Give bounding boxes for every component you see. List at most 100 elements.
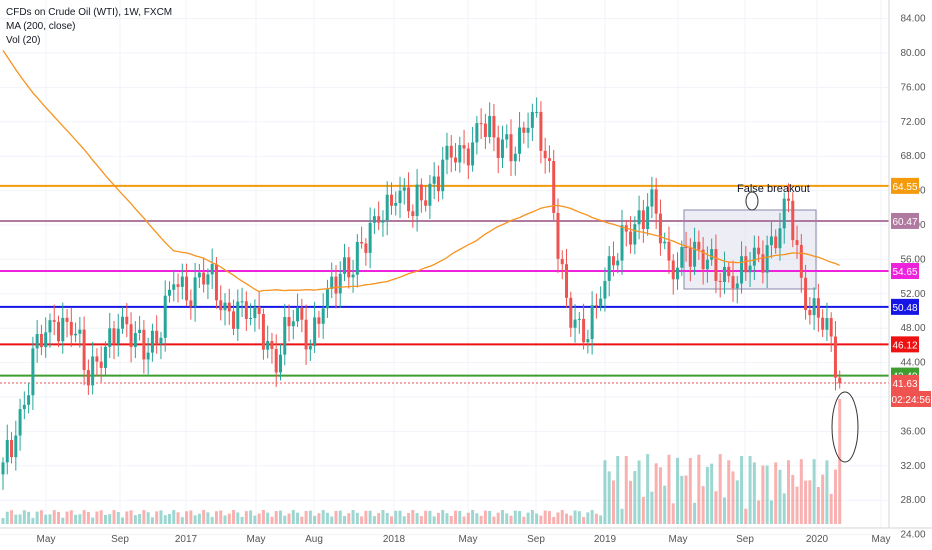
volume-bar [185,511,189,524]
candle-body [680,246,684,268]
candle-body [304,319,308,350]
volume-bar [48,514,52,524]
volume-bar [74,514,78,524]
volume-bar [620,508,624,524]
candle-body [103,346,107,368]
candle-body [155,330,159,345]
volume-bar [159,510,163,524]
volume-bar [535,513,539,524]
volume-bar [82,510,86,524]
volume-bar [710,463,714,524]
candle-body [676,267,680,280]
volume-bar [52,510,56,524]
candle-body [616,260,620,266]
volume-bar [671,503,675,524]
candle-body [722,266,726,283]
price-tick-label: 28.00 [900,495,925,506]
volume-bar [475,513,479,524]
volume-bar [304,510,308,524]
volume-bar [816,487,820,524]
volume-bar [530,510,534,524]
volume-bar [138,513,142,524]
candle-body [684,246,688,248]
volume-bar [5,511,9,524]
volume-bar [500,510,504,524]
chart-legend: CFDs on Crude Oil (WTI), 1W, FXCM MA (20… [6,6,172,48]
volume-bar [799,459,803,524]
volume-bar [436,512,440,524]
candle-body [479,123,483,125]
candle-body [86,370,90,386]
volume-bar [296,512,300,524]
candle-body [424,200,428,206]
candle-body [56,321,60,342]
candle-body [91,356,95,386]
volume-bar [804,480,808,524]
candle-body [500,139,504,158]
candle-body [206,274,210,285]
ma-indicator-label[interactable]: MA (200, close) [6,21,76,32]
volume-bar [821,474,825,524]
volume-bar [483,510,487,524]
candle-body [586,339,590,343]
volume-bar [633,470,637,524]
volume-bar [547,511,551,524]
volume-bar [432,516,436,524]
volume-bar [116,512,120,524]
candle-body [599,298,603,306]
candle-body [330,276,334,289]
candle-body [189,300,193,307]
candle-body [133,333,137,348]
volume-bar [522,516,526,524]
volume-bar [129,510,133,524]
volume-bar [778,469,782,524]
volume-bar [35,511,39,524]
candle-body [121,316,125,329]
candle-body [321,308,325,324]
candle-body [565,264,569,298]
candle-body [69,321,73,336]
candle-body [278,354,282,373]
volume-bar [466,512,470,524]
candle-body [782,198,786,229]
volume-bar [56,511,60,524]
volume-bar [680,475,684,524]
volume-bar [31,517,35,524]
candle-body [108,328,112,347]
volume-bar [343,515,347,524]
volume-bar [291,510,295,524]
candle-body [522,127,526,133]
volume-bar [214,511,218,524]
candle-body [283,317,287,355]
volume-bar [419,516,423,524]
candle-body [18,409,22,436]
candle-body [816,298,820,318]
candle-body [671,260,675,280]
volume-bar [577,511,581,524]
volume-bar [757,500,761,524]
price-tick-label: 80.00 [900,48,925,59]
volume-bar [317,513,321,524]
candle-body [249,318,253,320]
symbol-title[interactable]: CFDs on Crude Oil (WTI), 1W, FXCM [6,7,173,18]
candlesticks [1,97,842,490]
candle-body [99,361,103,368]
volume-bar [428,510,432,524]
time-tick-label: 2018 [383,534,406,545]
volume-bar [334,510,338,524]
candle-body [74,333,78,336]
volume-bar [22,510,26,524]
volume-bar [95,511,99,524]
candle-body [296,307,300,322]
candle-body [748,265,752,273]
candle-body [735,283,739,289]
volume-bar [722,497,726,524]
volume-bar [458,510,462,524]
candle-body [590,305,594,340]
volume-bar [415,513,419,524]
volume-bar [407,512,411,524]
candle-body [180,276,184,287]
volume-indicator-label[interactable]: Vol (20) [6,35,41,46]
volume-bar [108,514,112,524]
